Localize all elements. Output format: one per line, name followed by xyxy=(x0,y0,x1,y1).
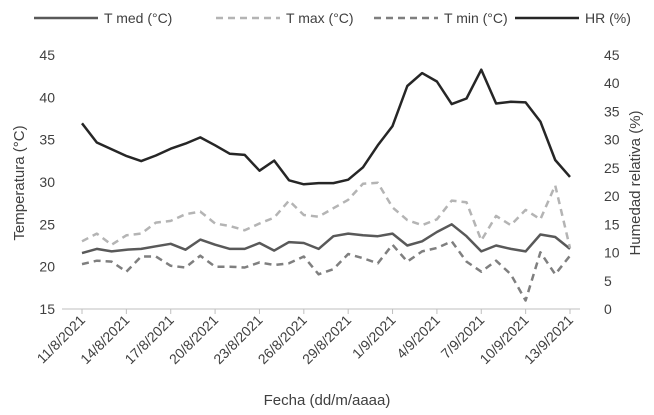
series-line-2 xyxy=(81,240,571,302)
left-axis-title: Temperatura (°C) xyxy=(11,125,28,240)
left-tick-label: 15 xyxy=(39,301,55,317)
legend-label: HR (%) xyxy=(585,10,631,26)
x-axis-ticks: 11/8/202114/8/202117/8/202120/8/202123/8… xyxy=(33,309,576,367)
left-axis-ticks: 15 20 25 30 35 40 45 xyxy=(39,47,55,317)
right-tick-label: 40 xyxy=(604,75,620,91)
right-tick-label: 25 xyxy=(604,160,620,176)
right-tick-label: 15 xyxy=(604,216,620,232)
right-axis-ticks: 0 5 10 15 20 25 30 35 40 45 xyxy=(604,47,620,317)
legend-label: T min (°C) xyxy=(444,10,508,26)
left-tick-label: 35 xyxy=(39,132,55,148)
legend-label: T max (°C) xyxy=(286,10,354,26)
right-tick-label: 35 xyxy=(604,103,620,119)
legend: T med (°C) T max (°C) T min (°C) HR (%) xyxy=(34,10,631,26)
left-tick-label: 20 xyxy=(39,259,55,275)
x-tick-label: 29/8/2021 xyxy=(299,312,355,368)
right-tick-label: 30 xyxy=(604,132,620,148)
right-tick-label: 45 xyxy=(604,47,620,63)
x-tick-label: 4/9/2021 xyxy=(393,312,443,362)
series-line-3 xyxy=(81,68,571,186)
right-tick-label: 5 xyxy=(604,273,612,289)
x-tick-label: 13/9/2021 xyxy=(521,312,577,368)
left-tick-label: 25 xyxy=(39,216,55,232)
series-line-1 xyxy=(81,181,572,249)
right-tick-label: 0 xyxy=(604,301,612,317)
x-axis-title: Fecha (dd/m/aaaa) xyxy=(264,392,391,409)
left-tick-label: 45 xyxy=(39,47,55,63)
right-tick-label: 20 xyxy=(604,188,620,204)
x-tick-label: 1/9/2021 xyxy=(349,312,399,362)
left-tick-label: 40 xyxy=(39,89,55,105)
left-tick-label: 30 xyxy=(39,174,55,190)
series-layer xyxy=(81,68,572,302)
legend-label: T med (°C) xyxy=(104,10,172,26)
series-line-0 xyxy=(81,223,571,255)
right-tick-label: 10 xyxy=(604,245,620,261)
right-axis-title: Humedad relativa (%) xyxy=(627,110,644,255)
